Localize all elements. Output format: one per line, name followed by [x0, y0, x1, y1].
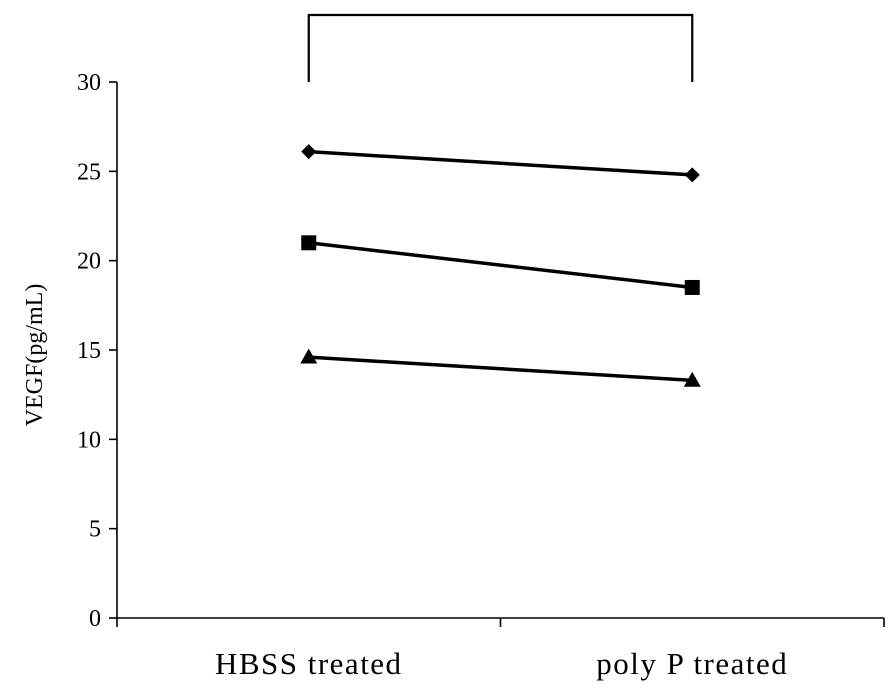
y-axis: 0 5 10 15 20 25 30 [77, 70, 118, 632]
y-tick-label: 30 [77, 70, 101, 96]
y-tick-label: 25 [77, 159, 101, 185]
x-category-label: HBSS treated [215, 646, 403, 681]
data-point-triangle [300, 348, 318, 364]
y-tick-label: 20 [77, 249, 101, 275]
x-category-label: poly P treated [596, 646, 788, 681]
series-line [308, 241, 693, 290]
y-tick-label: 0 [89, 606, 101, 632]
series-group [300, 144, 701, 387]
x-axis: HBSS treated poly P treated [116, 617, 885, 681]
data-point-square [684, 279, 700, 295]
series-triangle [300, 348, 701, 387]
y-tick-label: 5 [89, 517, 101, 543]
bracket-line [307, 13, 694, 82]
series-square [301, 235, 700, 295]
y-axis-title: VEGF(pg/mL) [22, 284, 48, 427]
y-tick-label: 15 [77, 338, 101, 364]
series-diamond [301, 144, 700, 183]
y-tick-label: 10 [77, 427, 101, 453]
significance-bracket [307, 13, 694, 82]
data-point-diamond [301, 144, 317, 160]
series-line [308, 355, 693, 383]
data-point-diamond [684, 167, 700, 183]
data-point-square [301, 235, 317, 251]
series-line [308, 149, 693, 177]
data-point-triangle [683, 371, 701, 387]
